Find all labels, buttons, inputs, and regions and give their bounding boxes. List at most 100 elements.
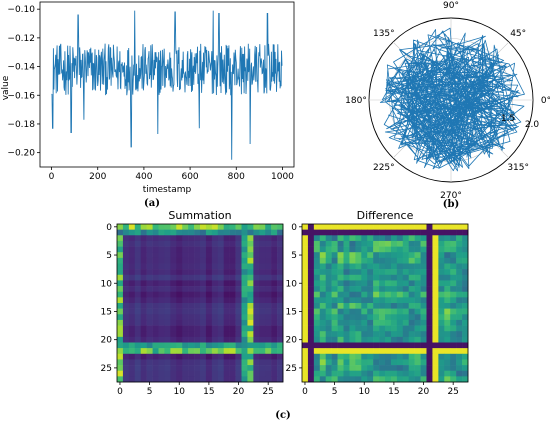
heatmap-cell <box>235 235 242 242</box>
heatmap-cell <box>379 365 386 372</box>
heatmap-cell <box>379 336 386 343</box>
heatmap-cell <box>331 269 338 276</box>
heatmap-cell <box>420 308 427 315</box>
heatmap-difference-title: Difference <box>357 209 414 222</box>
heatmap-cell <box>277 229 284 236</box>
heatmap-cell <box>235 286 242 293</box>
heatmap-cell <box>223 342 230 349</box>
heatmap-cell <box>152 314 159 321</box>
heatmap-cell <box>229 229 236 236</box>
heatmap-cell <box>337 274 344 281</box>
heatmap-cell <box>331 308 338 315</box>
panel-a-y-axis-label: value <box>1 75 11 100</box>
heatmap-cell <box>408 252 415 259</box>
heatmap-cell <box>438 297 445 304</box>
heatmap-cell <box>396 269 404 276</box>
heatmap-cell <box>265 291 272 298</box>
heatmap-cell <box>194 336 201 343</box>
heatmap-cell <box>432 252 439 259</box>
heatmap-cell <box>152 342 159 349</box>
heatmap-cell <box>420 319 427 326</box>
heatmap-cell <box>146 229 153 236</box>
heatmap-cell <box>355 359 362 366</box>
heatmap-cell <box>176 263 183 270</box>
heatmap-cell <box>396 331 404 338</box>
heatmap-cell <box>402 235 410 242</box>
heatmap-cell <box>390 331 398 338</box>
heatmap-cell <box>355 353 362 360</box>
heatmap-cell <box>223 263 230 270</box>
heatmap-cell <box>450 235 457 242</box>
heatmap-cell <box>319 297 327 304</box>
heatmap-cell <box>390 370 398 377</box>
heatmap-cell <box>128 297 136 304</box>
heatmap-cell <box>122 314 130 321</box>
heatmap-cell <box>450 336 457 343</box>
heatmap-cell <box>164 263 171 270</box>
heatmap-cell <box>343 314 350 321</box>
heatmap-cell <box>325 257 332 264</box>
heatmap-cell <box>271 319 278 326</box>
heatmap-cell <box>152 240 159 247</box>
heatmap-cell <box>241 331 248 338</box>
heatmap-cell <box>223 246 230 253</box>
heatmap-cell <box>349 286 356 293</box>
heatmap-cell <box>200 348 207 355</box>
heatmap-cell <box>379 291 386 298</box>
heatmap-cell <box>188 303 195 309</box>
heatmap-cell <box>408 274 415 281</box>
heatmap-cell <box>182 257 189 264</box>
heatmap-cell <box>361 331 368 338</box>
heatmap-cell <box>176 240 183 247</box>
heatmap-cell <box>408 269 415 276</box>
heatmap-cell <box>247 269 254 276</box>
heatmap-cell <box>438 319 445 326</box>
heatmap-cell <box>349 342 356 349</box>
heatmap-cell <box>420 280 427 287</box>
heatmap-cell <box>140 359 147 366</box>
heatmap-cell <box>438 370 445 377</box>
heatmap-cell <box>319 370 327 377</box>
heatmap-cell <box>456 370 463 377</box>
heatmap-cell <box>379 370 386 377</box>
heatmap-cell <box>379 348 386 355</box>
heatmap-cell <box>235 365 242 372</box>
heatmap-cell <box>444 240 451 247</box>
heatmap-cell <box>205 365 213 372</box>
heatmap-cell <box>235 263 242 270</box>
heatmap-cell <box>259 274 266 281</box>
heatmap-cell <box>200 246 207 253</box>
heatmap-cell <box>277 224 284 230</box>
heatmap-cell <box>205 348 213 355</box>
heatmap-cell <box>390 376 398 383</box>
heatmap-cell <box>396 297 404 304</box>
heatmap-cell <box>349 314 356 321</box>
heatmap-cell <box>444 297 451 304</box>
heatmap-cell <box>402 280 410 287</box>
heatmap-cell <box>331 286 338 293</box>
heatmap-cell <box>229 376 236 383</box>
heatmap-cell <box>128 286 136 293</box>
heatmap-cell <box>253 342 260 349</box>
heatmap-cell <box>331 297 338 304</box>
heatmap-cell <box>259 325 266 332</box>
panel-a-y-tick-label: −0.18 <box>7 120 35 130</box>
heatmap-cell <box>337 342 344 349</box>
heatmap-cell <box>367 291 374 298</box>
heatmap-cell <box>188 246 195 253</box>
heatmap-cell <box>188 286 195 293</box>
heatmap-cell <box>396 314 404 321</box>
heatmap-cell <box>373 303 380 309</box>
heatmap-cell <box>182 286 189 293</box>
heatmap-cell <box>217 229 225 236</box>
heatmap-cell <box>438 348 445 355</box>
heatmap-cell <box>134 365 142 372</box>
heatmap-cell <box>396 257 404 264</box>
heatmap-cell <box>349 359 356 366</box>
heatmap-cell <box>408 353 415 360</box>
heatmap-cell <box>402 325 410 332</box>
heatmap-cell <box>253 269 260 276</box>
heatmap-cell <box>117 235 124 242</box>
heatmap-cell <box>194 308 201 315</box>
heatmap-x-tick-label: 20 <box>233 387 245 397</box>
